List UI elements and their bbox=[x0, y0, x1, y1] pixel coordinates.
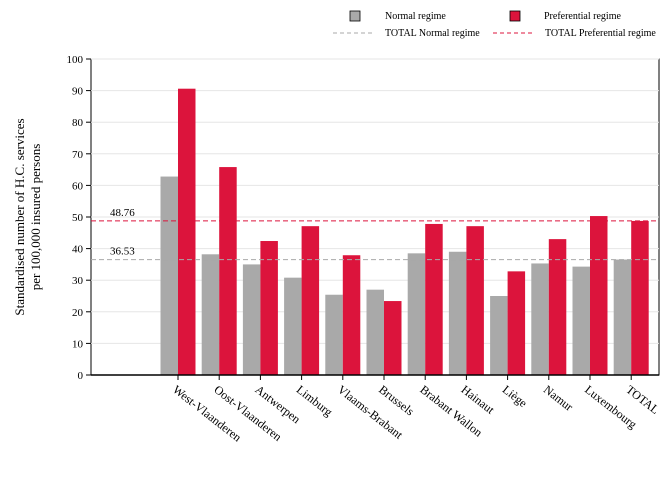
bar-normal bbox=[448, 251, 467, 375]
bar-preferential bbox=[342, 255, 361, 375]
bar-normal bbox=[201, 254, 220, 375]
bar-normal bbox=[407, 253, 426, 375]
bar-preferential bbox=[590, 216, 608, 375]
bar-normal bbox=[572, 266, 590, 375]
y-tick-label: 100 bbox=[67, 54, 84, 66]
y-tick-label: 30 bbox=[72, 275, 84, 287]
reference-line-label: 48.76 bbox=[110, 207, 135, 219]
bar-normal bbox=[490, 296, 508, 375]
bar-normal bbox=[613, 259, 632, 375]
x-tick-label: Liège bbox=[500, 382, 530, 410]
reference-line-label: 36.53 bbox=[110, 246, 135, 258]
legend-swatch-normal bbox=[349, 10, 361, 22]
bar-preferential bbox=[507, 271, 526, 375]
bar-preferential bbox=[219, 167, 237, 375]
y-tick-label: 60 bbox=[72, 180, 84, 192]
legend: Normal regime Preferential regime TOTAL … bbox=[333, 10, 656, 39]
legend-label-preferential: Preferential regime bbox=[544, 11, 621, 22]
y-axis-title-line1: Standardised number of H.C. services bbox=[12, 118, 27, 315]
y-tick-label: 80 bbox=[72, 117, 84, 129]
bar-normal bbox=[160, 176, 178, 375]
bar-normal bbox=[366, 289, 384, 375]
y-tick-label: 40 bbox=[72, 244, 84, 256]
bar-preferential bbox=[548, 239, 567, 375]
y-tick-label: 90 bbox=[72, 86, 84, 98]
y-tick-label: 70 bbox=[72, 149, 84, 161]
bar-normal bbox=[284, 277, 302, 375]
bar-normal bbox=[325, 294, 343, 375]
bar-normal bbox=[242, 264, 261, 375]
bar-preferential bbox=[631, 220, 649, 375]
y-axis-title-line2: per 100,000 insured persons bbox=[28, 144, 43, 291]
bar-preferential bbox=[301, 226, 320, 375]
legend-label-total-normal: TOTAL Normal regime bbox=[385, 28, 480, 39]
bar-preferential bbox=[425, 223, 443, 375]
y-tick-label: 50 bbox=[72, 212, 84, 224]
legend-label-total-preferential: TOTAL Preferential regime bbox=[545, 28, 656, 39]
legend-swatch-preferential bbox=[509, 10, 521, 22]
y-tick-label: 0 bbox=[78, 370, 84, 382]
bar-preferential bbox=[260, 241, 278, 375]
y-tick-label: 10 bbox=[72, 338, 84, 350]
bar-preferential bbox=[466, 226, 484, 375]
y-tick-label: 20 bbox=[72, 307, 84, 319]
x-tick-label: Namur bbox=[541, 382, 576, 414]
plot-area: 0102030405060708090100West-VlaanderenOos… bbox=[67, 54, 663, 444]
bar-preferential bbox=[178, 88, 196, 375]
legend-label-normal: Normal regime bbox=[385, 11, 446, 22]
bar-normal bbox=[531, 263, 549, 375]
bar-preferential bbox=[384, 301, 402, 375]
